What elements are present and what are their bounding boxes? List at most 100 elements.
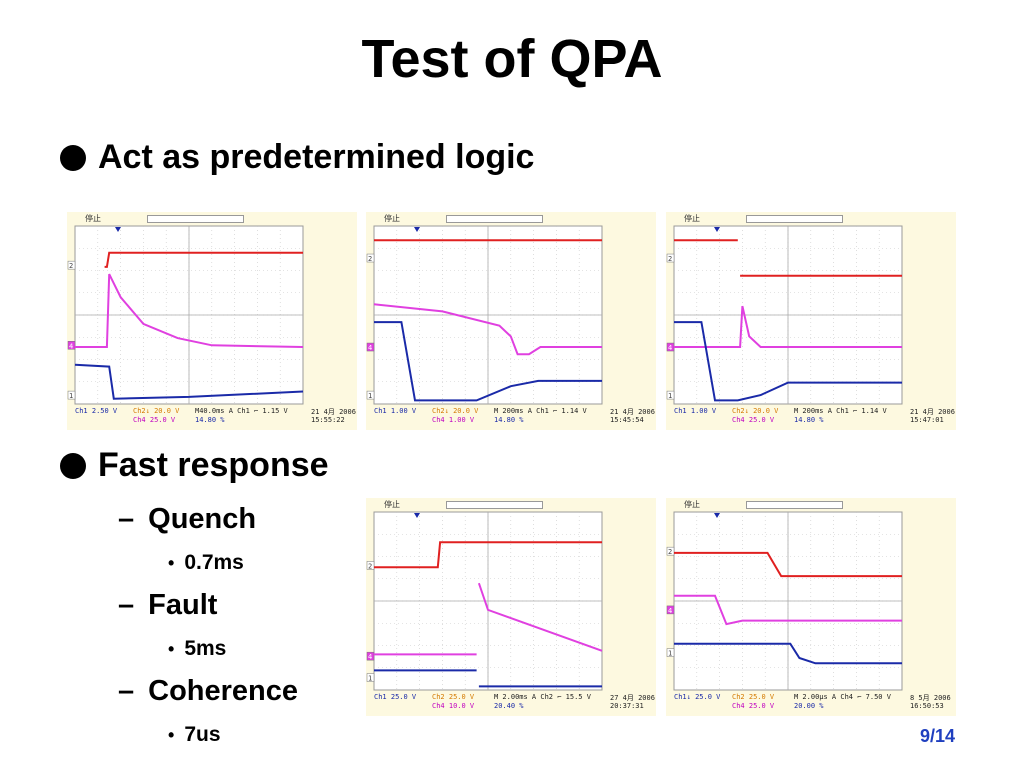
scope-date: 27 4月 2006 — [610, 694, 655, 702]
channel-1-marker: 1 — [67, 390, 76, 400]
record-bar — [746, 501, 843, 509]
svg-text:1: 1 — [368, 675, 372, 683]
ch2-scale: Ch2 25.0 V — [432, 693, 475, 701]
dash-icon: – — [118, 675, 135, 707]
scope-display: 1 2 4 — [666, 225, 954, 405]
trace-ch1 — [674, 642, 902, 665]
trigger-position-icon — [414, 227, 420, 232]
channel-4-marker: 4 — [67, 341, 76, 350]
ch4-scale: Ch4 25.0 V — [133, 416, 176, 424]
channel-1-marker: 1 — [666, 390, 675, 400]
sub-bullet-quench: – Quench — [118, 503, 256, 536]
svg-text:1: 1 — [69, 392, 73, 400]
svg-text:1: 1 — [368, 392, 372, 400]
ch1-scale: Ch1 25.0 V — [374, 693, 417, 701]
sub-sub-bullet-text: 0.7ms — [184, 551, 244, 574]
scope-footer: Ch1↓ 25.0 V Ch2 25.0 V Ch4 25.0 V M 2.00… — [666, 692, 956, 716]
scope-date: 21 4月 2006 — [910, 408, 955, 416]
timebase: M 2.00µs A Ch4 ⌐ 7.50 V — [794, 693, 891, 701]
svg-text:4: 4 — [668, 607, 672, 615]
scope-footer: Ch1 1.00 V Ch2↓ 20.0 V Ch4 25.0 V M 200m… — [666, 406, 956, 430]
trigger-percent: 20.00 % — [794, 702, 824, 710]
scope-header: 停止 — [366, 212, 656, 225]
ch1-scale: Ch1 1.00 V — [674, 407, 717, 415]
scope-time: 15:47:01 — [910, 416, 944, 424]
trace-ch2 — [104, 251, 303, 268]
channel-1-marker: 1 — [366, 390, 375, 400]
trigger-percent: 14.80 % — [794, 416, 824, 424]
scope-date: 21 4月 2006 — [311, 408, 356, 416]
trace-ch2 — [374, 541, 602, 569]
channel-2-marker: 2 — [666, 546, 675, 556]
ch2-scale: Ch2↓ 20.0 V — [432, 407, 479, 415]
scope-header: 停止 — [666, 212, 956, 225]
sub-sub-bullet-quench-time: • 0.7ms — [168, 551, 244, 575]
svg-text:2: 2 — [368, 255, 372, 263]
trace-ch1 — [74, 363, 304, 400]
oscilloscope-screenshot-2: 1 2 4 停止 Ch1 1.00 V Ch2↓ 20.0 V Ch4 1.00 V … — [366, 212, 656, 430]
svg-text:1: 1 — [668, 392, 672, 400]
scope-display: 1 2 4 — [366, 225, 654, 405]
timebase: M 200ms A Ch1 ⌐ 1.14 V — [794, 407, 887, 415]
trace-ch1 — [374, 321, 602, 402]
channel-4-marker: 4 — [366, 342, 375, 352]
scope-footer: Ch1 2.50 V Ch2↓ 20.0 V Ch4 25.0 V M40.0m… — [67, 406, 357, 430]
scope-time: 16:50:53 — [910, 702, 944, 710]
record-bar — [446, 501, 543, 509]
ch1-scale: Ch1 1.00 V — [374, 407, 417, 415]
oscilloscope-screenshot-3: 1 2 4 停止 Ch1 1.00 V Ch2↓ 20.0 V Ch4 25.0 V … — [666, 212, 956, 430]
scope-status: 停止 — [384, 500, 400, 509]
scope-status: 停止 — [85, 214, 101, 223]
record-bar — [746, 215, 843, 223]
scope-display: 1 2 4 — [366, 511, 654, 691]
page-number: 9/14 — [920, 726, 956, 746]
trigger-position-icon — [714, 227, 720, 232]
ch1-scale: Ch1 2.50 V — [75, 407, 118, 415]
dot-icon: • — [168, 553, 175, 573]
scope-status: 停止 — [684, 500, 700, 509]
trace-ch4 — [75, 273, 304, 348]
scope-header: 停止 — [666, 498, 956, 511]
svg-text:4: 4 — [69, 342, 73, 350]
svg-text:2: 2 — [69, 262, 73, 270]
scope-footer: Ch1 1.00 V Ch2↓ 20.0 V Ch4 1.00 V M 200m… — [366, 406, 656, 430]
slide-title: Test of QPA — [361, 29, 663, 89]
trigger-position-icon — [714, 513, 720, 518]
scope-footer: Ch1 25.0 V Ch2 25.0 V Ch4 10.0 V M 2.00m… — [366, 692, 656, 716]
scope-time: 15:45:54 — [610, 416, 644, 424]
dot-icon: • — [168, 639, 175, 659]
trace-ch4 — [674, 594, 902, 626]
scope-time: 15:55:22 — [311, 416, 345, 424]
ch2-scale: Ch2↓ 20.0 V — [133, 407, 180, 415]
sub-sub-bullet-text: 7us — [184, 723, 221, 746]
scope-status: 停止 — [384, 214, 400, 223]
svg-text:4: 4 — [368, 344, 372, 352]
trace-ch4 — [373, 303, 602, 356]
scope-header: 停止 — [67, 212, 357, 225]
bullet-text: Fast response — [98, 446, 329, 484]
sub-bullet-text: Fault — [148, 589, 218, 621]
channel-2-marker: 2 — [67, 260, 76, 270]
trigger-position-icon — [115, 227, 121, 232]
scope-status: 停止 — [684, 214, 700, 223]
svg-text:4: 4 — [368, 653, 372, 661]
svg-text:1: 1 — [668, 650, 672, 658]
channel-2-marker: 2 — [666, 253, 675, 263]
oscilloscope-screenshot-4: 1 2 4 停止 Ch1 25.0 V Ch2 25.0 V Ch4 10.0 V M… — [366, 498, 656, 716]
ch4-scale: Ch4 10.0 V — [432, 702, 475, 710]
trace-ch1 — [674, 321, 902, 402]
svg-text:2: 2 — [668, 255, 672, 263]
sub-bullet-text: Coherence — [148, 675, 299, 707]
scope-date: 8 5月 2006 — [910, 694, 951, 702]
scope-display: 1 2 4 — [67, 225, 355, 405]
channel-2-marker: 2 — [366, 253, 375, 263]
dash-icon: – — [118, 589, 135, 621]
svg-text:2: 2 — [368, 562, 372, 570]
scope-display: 1 2 4 — [666, 511, 954, 691]
sub-bullet-coherence: – Coherence — [118, 675, 298, 708]
trigger-percent: 14.80 % — [195, 416, 225, 424]
oscilloscope-screenshot-1: 1 2 4 停止 Ch1 2.50 V Ch2↓ 20.0 V Ch4 25.0 V … — [67, 212, 357, 430]
channel-1-marker: 1 — [366, 673, 375, 683]
channel-1-marker: 1 — [666, 648, 675, 658]
trigger-percent: 14.80 % — [494, 416, 524, 424]
